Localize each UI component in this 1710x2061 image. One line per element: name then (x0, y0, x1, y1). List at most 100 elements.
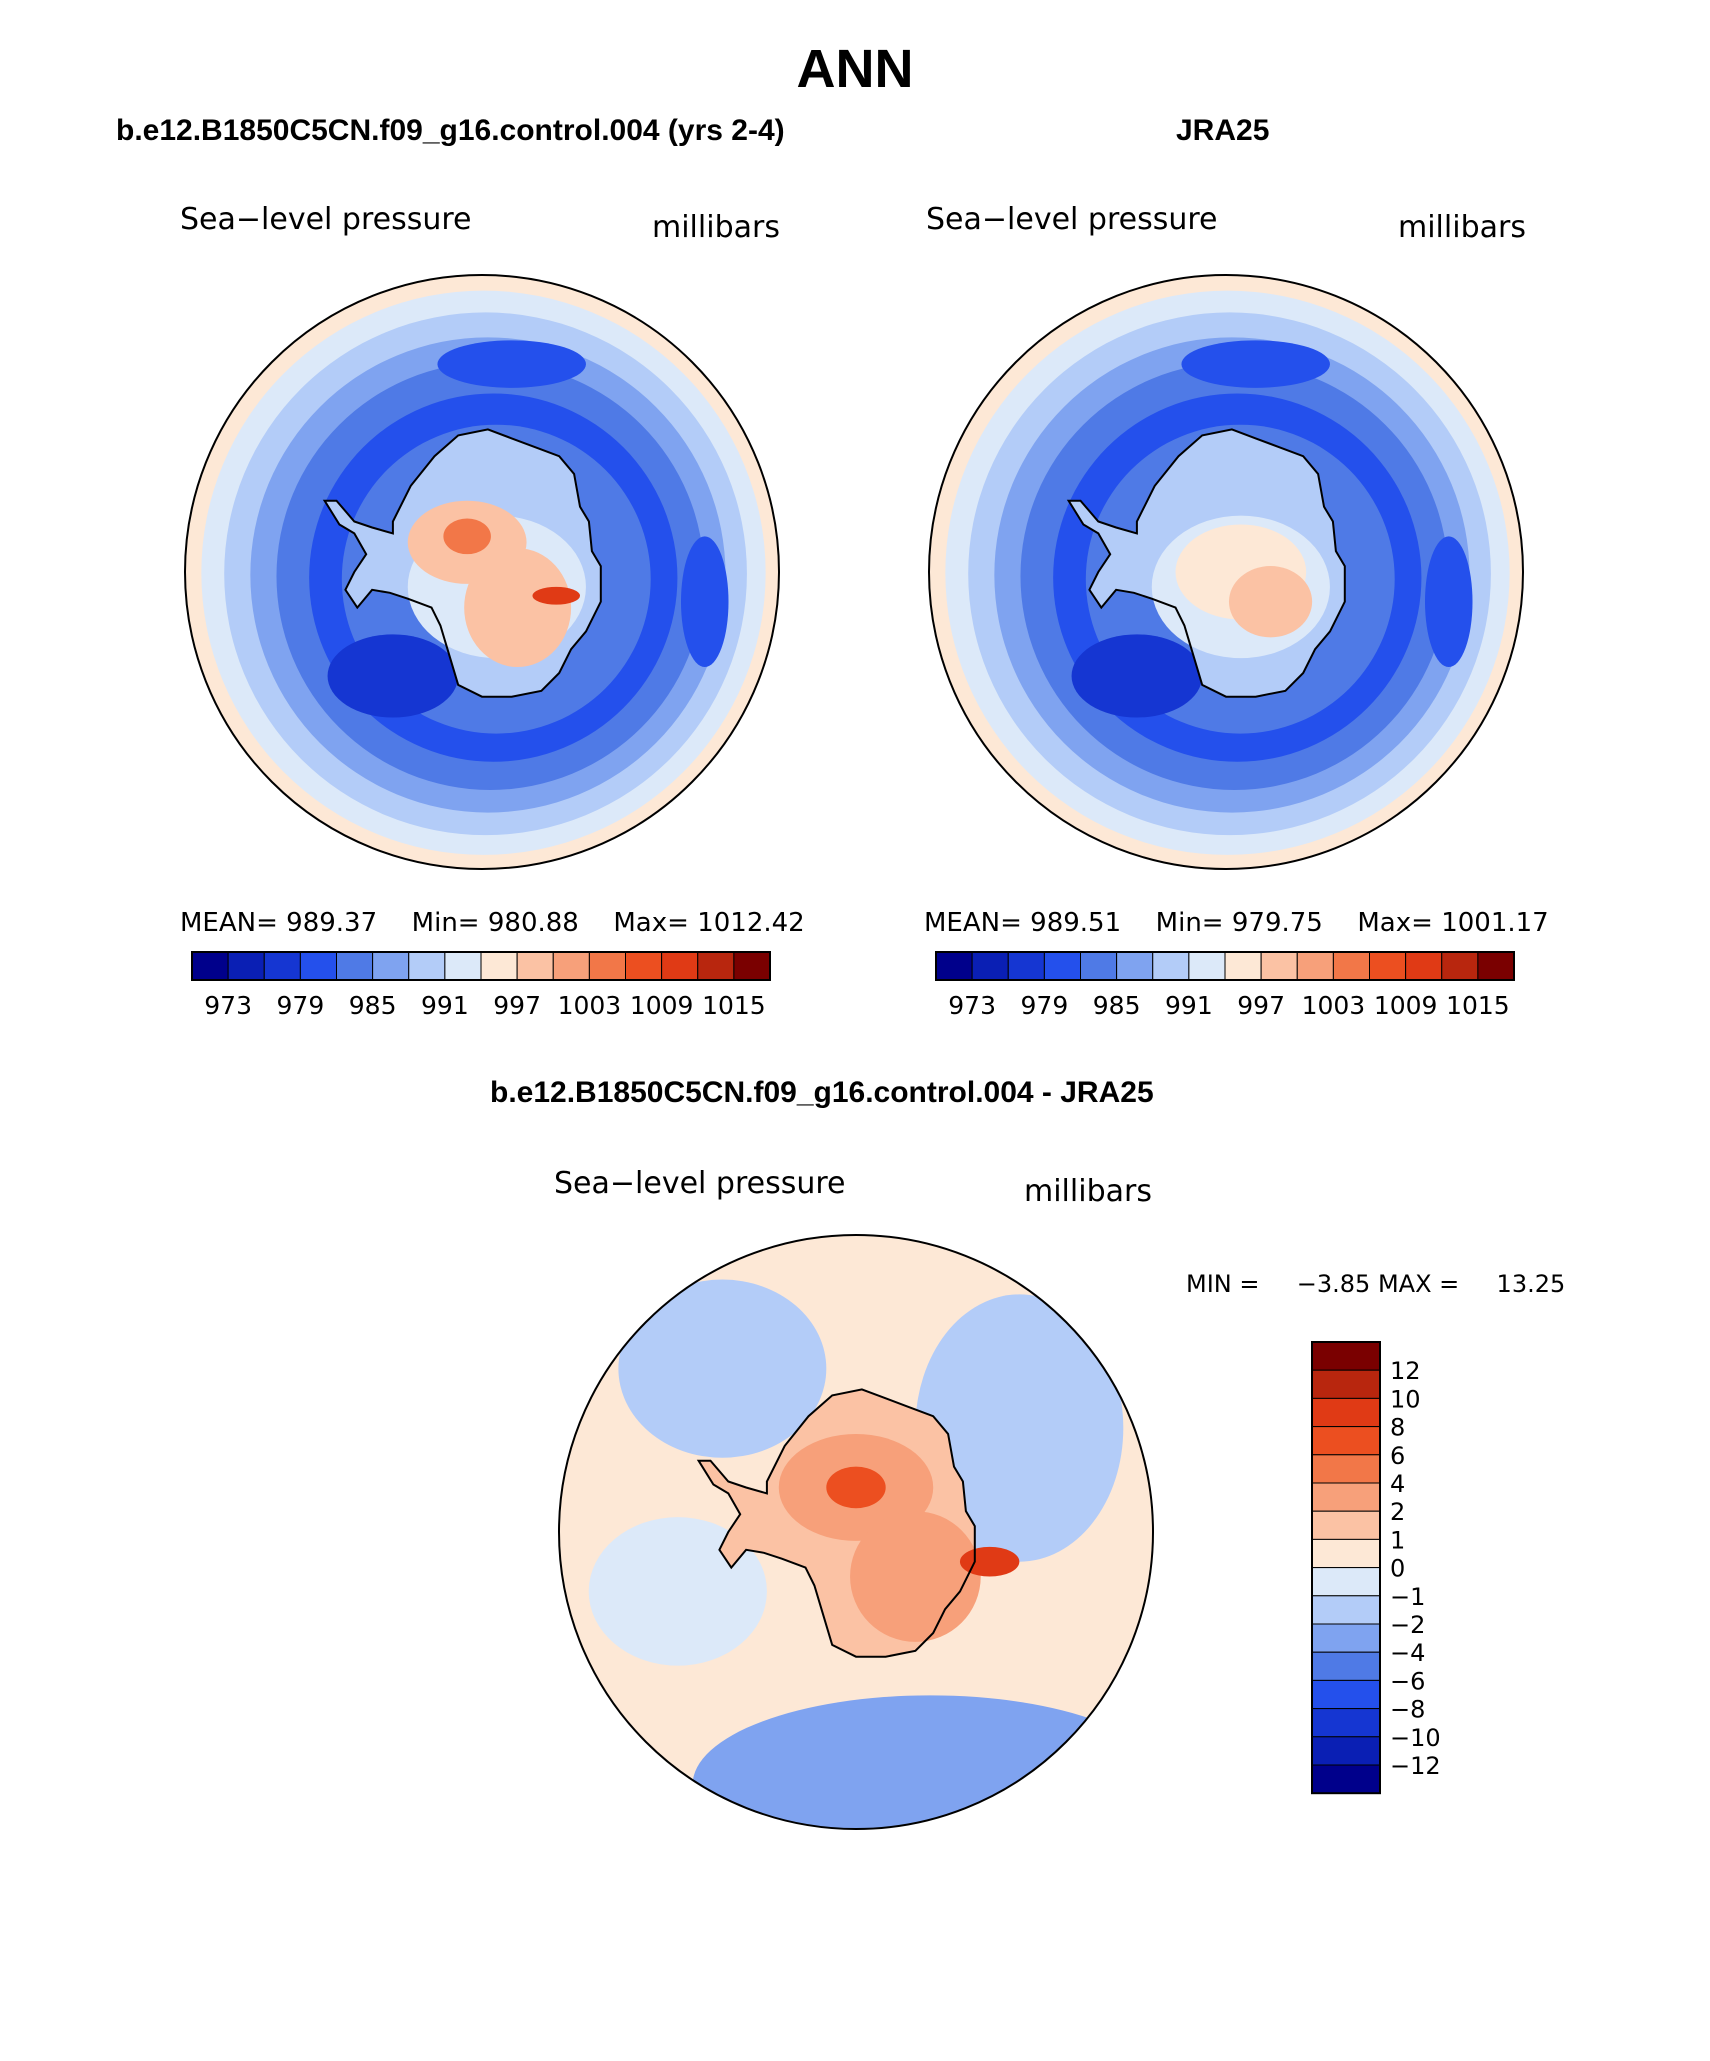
colorbar-3-swatch (1311, 1510, 1381, 1540)
colorbar-2-swatch (935, 951, 973, 981)
colorbar-1-tick-label: 973 (204, 991, 252, 1020)
colorbar-3-swatch (1311, 1651, 1381, 1681)
panel1-min-value: 980.88 (487, 908, 579, 938)
colorbar-1-swatch (625, 951, 663, 981)
colorbar-3-tick-label: −6 (1390, 1667, 1425, 1695)
map-3-border (558, 1234, 1154, 1830)
panel2-mean-value: 989.51 (1030, 908, 1122, 938)
panel1-stats: MEAN= 989.37 Min= 980.88 Max= 1012.42 (180, 908, 805, 938)
map-2-plateau-peak (1228, 566, 1313, 638)
colorbar-2-frame (935, 951, 1515, 981)
colorbar-3-tick-label: 2 (1390, 1498, 1405, 1526)
colorbar-3-swatch (1311, 1764, 1381, 1794)
panel3-left-label: Sea−level pressure (554, 1166, 846, 1201)
panel1-left-label: Sea−level pressure (180, 202, 472, 237)
colorbar-3-swatch (1311, 1708, 1381, 1738)
panel1-mean-label: MEAN= (180, 908, 278, 938)
map-2-border (928, 274, 1524, 870)
colorbar-1-frame (191, 951, 771, 981)
colorbar-2-swatch (1116, 951, 1154, 981)
colorbar-2-tick-label: 1015 (1446, 991, 1510, 1020)
panel2-title: JRA25 (1176, 114, 1270, 147)
colorbar-1-swatch (227, 951, 265, 981)
panel2-min-label: Min= (1155, 908, 1224, 938)
colorbar-3-swatch (1311, 1426, 1381, 1456)
colorbar-1-swatch (480, 951, 518, 981)
colorbar-3-swatch (1311, 1679, 1381, 1710)
map-3 (559, 1235, 1153, 1829)
colorbar-3-tick-label: −12 (1390, 1752, 1441, 1780)
colorbar-2-tick-label: 985 (1093, 991, 1141, 1020)
colorbar-3-swatch (1311, 1623, 1381, 1653)
panel2-max-label: Max= (1357, 908, 1433, 938)
map-2-low-east (1424, 536, 1473, 668)
colorbar-3-tick-label: 0 (1390, 1555, 1405, 1583)
map-2 (929, 275, 1523, 869)
colorbar-1-tick-label: 1003 (558, 991, 622, 1020)
map-1-peak-a (443, 518, 491, 555)
colorbar-3-tick-label: 10 (1390, 1385, 1421, 1413)
colorbar-1-swatch (516, 951, 554, 981)
colorbar-3-swatch (1311, 1595, 1381, 1625)
colorbar-3-tick-label: 1 (1390, 1526, 1405, 1554)
panel3-title: b.e12.B1850C5CN.f09_g16.control.004 - JR… (490, 1076, 1154, 1109)
colorbar-2-tick-label: 1009 (1374, 991, 1438, 1020)
colorbar-1-swatch (372, 951, 410, 981)
panel2-max-value: 1001.17 (1441, 908, 1549, 938)
colorbar-2-swatch (1224, 951, 1262, 981)
colorbar-1-swatch (444, 951, 482, 981)
colorbar-3-swatch (1311, 1369, 1381, 1399)
colorbar-1-swatch (299, 951, 337, 981)
colorbar-3-tick-label: 6 (1390, 1442, 1405, 1470)
map-1-low-east (680, 536, 729, 668)
panel1-title: b.e12.B1850C5CN.f09_g16.control.004 (yrs… (116, 114, 785, 147)
colorbar-2-swatch (1369, 951, 1407, 981)
panel2-right-label: millibars (1398, 210, 1526, 245)
colorbar-3-tick-label: −2 (1390, 1611, 1425, 1639)
colorbar-3-swatch (1311, 1341, 1381, 1371)
colorbar-2-tick-label: 979 (1021, 991, 1069, 1020)
colorbar-2-swatch (1260, 951, 1298, 981)
map-3-neg-south (692, 1695, 1153, 1829)
map-1-low-west (327, 634, 459, 718)
colorbar-2: 973 979 985 991 997 1003 1009 1015 (935, 951, 1515, 1020)
colorbar-3-tick-label: −8 (1390, 1696, 1425, 1724)
map-1-coastline (322, 428, 602, 698)
colorbar-2-tick-label: 1003 (1302, 991, 1366, 1020)
panel1-right-label: millibars (652, 210, 780, 245)
map-3-neg-ne (915, 1294, 1124, 1562)
colorbar-2-swatch (1080, 951, 1118, 981)
map-1-low-north (437, 340, 586, 388)
colorbar-3-swatch (1311, 1454, 1381, 1484)
colorbar-1-swatch (336, 951, 374, 981)
colorbar-1: 973 979 985 991 997 1003 1009 1015 (191, 951, 771, 1020)
panel1-min-label: Min= (411, 908, 480, 938)
map-2-low-west (1071, 634, 1203, 718)
colorbar-3-swatch (1311, 1397, 1381, 1428)
colorbar-3-tick-label: 8 (1390, 1414, 1405, 1442)
colorbar-2-tick-label: 973 (948, 991, 996, 1020)
colorbar-3-swatch (1311, 1736, 1381, 1766)
colorbar-3-tick-label: −10 (1390, 1724, 1441, 1752)
panel2-left-label: Sea−level pressure (926, 202, 1218, 237)
map-1-peak-b (532, 586, 581, 605)
panel3-stats: MIN = −3.85 MAX = 13.25 (1186, 1270, 1565, 1298)
colorbar-1-swatch (733, 951, 771, 981)
colorbar-3-tick-label: 4 (1390, 1470, 1405, 1498)
map-3-pos-b (850, 1511, 981, 1642)
colorbar-2-swatch (1477, 951, 1515, 981)
panel2-stats: MEAN= 989.51 Min= 979.75 Max= 1001.17 (924, 908, 1549, 938)
colorbar-3-swatch (1311, 1482, 1381, 1512)
colorbar-2-swatch (971, 951, 1009, 981)
panel2-mean-label: MEAN= (924, 908, 1022, 938)
colorbar-2-tick-label: 991 (1165, 991, 1213, 1020)
panel1-mean-value: 989.37 (286, 908, 378, 938)
colorbar-1-swatch (552, 951, 590, 981)
panel3-max-value: 13.25 (1496, 1270, 1566, 1298)
colorbar-2-swatch (1441, 951, 1479, 981)
panel1-max-label: Max= (613, 908, 689, 938)
colorbar-2-swatch (1405, 951, 1443, 981)
colorbar-2-swatch (1332, 951, 1370, 981)
